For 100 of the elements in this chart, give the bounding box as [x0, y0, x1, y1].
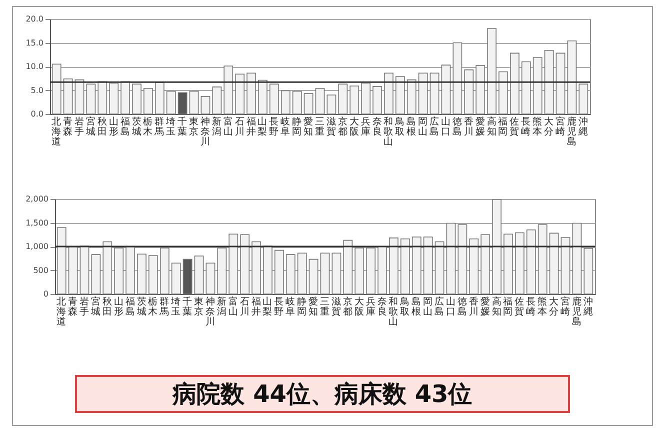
- x-tick-label: 山口: [446, 296, 456, 318]
- x-tick-label: 和歌山: [388, 296, 399, 328]
- y-tick-label: 1,500: [26, 218, 48, 228]
- bar: [400, 238, 410, 294]
- bar: [240, 234, 250, 294]
- bar: [120, 81, 130, 114]
- x-tick-label: 大阪: [354, 296, 364, 318]
- bar: [102, 241, 112, 294]
- x-tick-label: 北海道: [52, 116, 62, 148]
- bar: [578, 84, 588, 114]
- bar: [423, 236, 433, 294]
- bar: [297, 252, 307, 294]
- bar: [492, 199, 502, 294]
- x-tick-label: 山形: [114, 296, 124, 318]
- x-tick-label: 岐阜: [286, 296, 296, 318]
- x-tick-label: 富山: [223, 116, 234, 138]
- bar: [109, 82, 119, 114]
- bar: [378, 246, 387, 294]
- bar: [228, 234, 238, 294]
- bar: [556, 52, 566, 114]
- bar: [224, 66, 234, 114]
- x-tick-label: 高知: [486, 116, 497, 138]
- bar: [389, 238, 398, 294]
- x-tick-label: 広島: [430, 116, 440, 138]
- bar: [132, 84, 142, 114]
- bar: [280, 90, 290, 114]
- x-tick-label: 石川: [240, 296, 250, 318]
- x-tick-label: 岡山: [418, 116, 428, 138]
- y-tick-label: 15.0: [26, 38, 44, 48]
- bar: [80, 246, 90, 294]
- y-tick-label: 500: [33, 266, 48, 275]
- bar: [320, 252, 330, 294]
- x-tick-label: 埼玉: [165, 116, 176, 138]
- x-tick-label: 秋田: [97, 116, 108, 138]
- bar: [538, 224, 548, 294]
- bar: [166, 90, 176, 114]
- bar: [441, 64, 451, 114]
- bar: [206, 262, 216, 294]
- x-tick-label: 徳島: [452, 116, 462, 138]
- x-tick-label: 山梨: [258, 116, 268, 138]
- bar: [532, 57, 542, 114]
- bar: [572, 222, 582, 294]
- x-tick-label: 奈良: [377, 296, 388, 318]
- bar: [252, 241, 261, 294]
- y-tick-label: 5.0: [30, 86, 44, 95]
- bar: [160, 248, 170, 294]
- x-tick-label: 高知: [492, 296, 502, 318]
- x-tick-label: 愛媛: [475, 116, 486, 138]
- bar: [343, 240, 353, 294]
- bar: [338, 84, 348, 114]
- x-tick-label: 滋賀: [326, 116, 336, 138]
- x-tick-label: 長崎: [526, 296, 536, 318]
- bar: [212, 86, 222, 114]
- x-tick-label: 佐賀: [510, 116, 520, 138]
- bar: [144, 88, 153, 114]
- bar: [308, 258, 318, 294]
- x-tick-label: 福井: [246, 116, 256, 138]
- bar: [406, 79, 416, 114]
- x-tick-label: 富山: [228, 296, 238, 318]
- bar: [418, 72, 428, 114]
- x-tick-label: 山口: [440, 116, 451, 138]
- x-tick-label: 熊本: [538, 296, 548, 318]
- x-tick-label: 秋田: [102, 296, 112, 318]
- x-tick-label: 岡山: [423, 296, 434, 318]
- x-tick-label: 和歌山: [384, 116, 394, 148]
- bar: [469, 238, 479, 294]
- bar: [286, 254, 296, 294]
- bar: [476, 65, 486, 114]
- bar: [430, 72, 440, 114]
- bar: [350, 86, 360, 114]
- x-tick-label: 愛知: [304, 116, 314, 138]
- x-tick-label: 宮崎: [556, 116, 566, 138]
- x-tick-label: 兵庫: [366, 296, 376, 318]
- x-tick-label: 宮城: [90, 296, 101, 318]
- x-tick-label: 青森: [68, 296, 78, 318]
- x-tick-label: 東京: [194, 296, 204, 318]
- x-tick-label: 鹿児島: [572, 296, 582, 328]
- y-tick-label: 20.0: [26, 14, 44, 24]
- x-tick-label: 宮崎: [560, 296, 571, 318]
- x-tick-label: 栃木: [148, 296, 158, 318]
- x-tick-label: 三重: [320, 296, 330, 318]
- x-tick-label: 福岡: [498, 116, 508, 138]
- bar: [263, 246, 272, 294]
- bar: [498, 71, 508, 114]
- bar: [189, 90, 199, 114]
- y-tick-label: 1,000: [26, 242, 48, 251]
- text: 病院数 44位、病床数 43位: [75, 375, 570, 413]
- x-tick-label: 埼玉: [170, 296, 182, 318]
- bar: [126, 246, 135, 294]
- bar: [274, 250, 284, 294]
- bar: [235, 74, 245, 114]
- bar: [521, 61, 531, 114]
- y-tick-label: 2,000: [26, 194, 48, 204]
- bar: [258, 80, 268, 114]
- x-tick-label: 群馬: [158, 296, 170, 318]
- x-tick-label: 奈良: [372, 116, 382, 138]
- x-tick-label: 京都: [338, 116, 348, 138]
- bar: [480, 234, 490, 294]
- x-tick-label: 千葉: [178, 116, 188, 138]
- x-tick-label: 岩手: [74, 116, 84, 138]
